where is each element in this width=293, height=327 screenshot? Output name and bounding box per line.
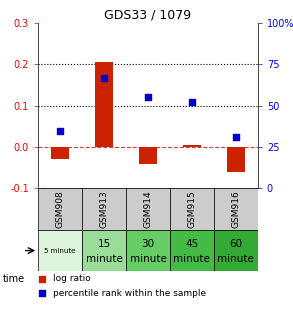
Bar [38,230,82,271]
Point [102,75,106,80]
Bar [51,147,69,160]
Bar [214,188,258,230]
Text: minute: minute [86,254,122,264]
Text: GSM916: GSM916 [231,190,240,228]
Text: percentile rank within the sample: percentile rank within the sample [54,289,207,298]
Bar [82,230,126,271]
Point [146,95,150,100]
Text: log ratio: log ratio [54,274,91,283]
Text: 5 minute: 5 minute [44,248,76,253]
Bar [170,188,214,230]
Bar [139,147,157,164]
Text: minute: minute [173,254,210,264]
Bar [227,147,245,172]
Text: GSM908: GSM908 [56,190,64,228]
Point [58,128,62,133]
Bar [95,62,113,147]
Text: 60: 60 [229,239,242,250]
Text: GSM915: GSM915 [188,190,196,228]
Text: 15: 15 [97,239,111,250]
Text: minute: minute [217,254,254,264]
Text: 30: 30 [142,239,154,250]
Bar [126,230,170,271]
Bar [126,188,170,230]
Bar [82,188,126,230]
Point [40,276,45,281]
Bar [214,230,258,271]
Bar [183,145,201,147]
Text: GSM914: GSM914 [144,190,152,228]
Text: time: time [3,274,25,284]
Point [40,291,45,296]
Point [234,134,238,140]
Point [190,100,194,105]
Text: minute: minute [130,254,166,264]
Text: GSM913: GSM913 [100,190,108,228]
Text: 45: 45 [185,239,199,250]
Bar [38,188,82,230]
Title: GDS33 / 1079: GDS33 / 1079 [104,9,192,22]
Bar [170,230,214,271]
